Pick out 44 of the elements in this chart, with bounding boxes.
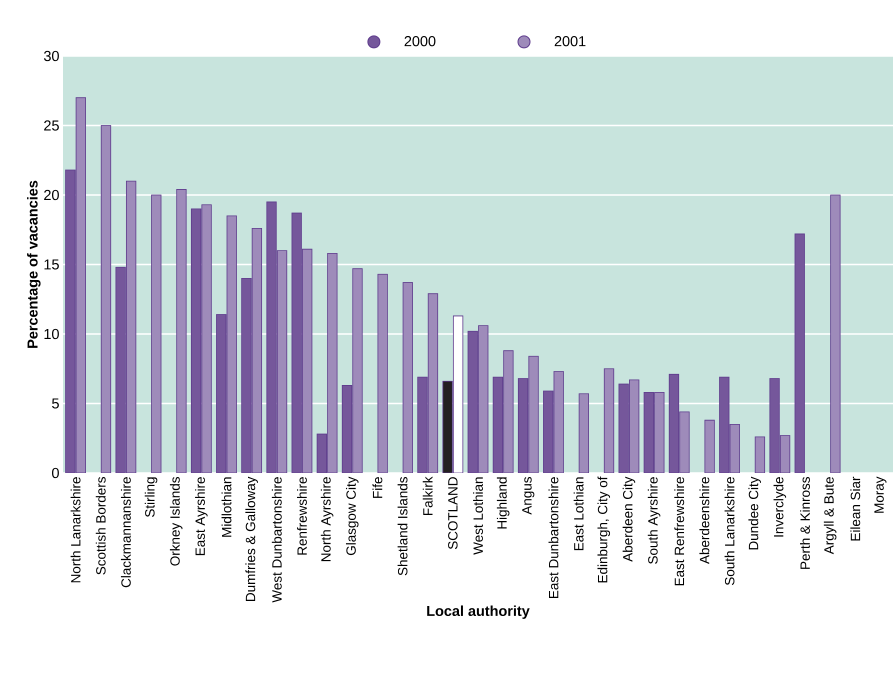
- x-tick-label: Highland: [496, 477, 510, 528]
- y-tick-label: 25: [44, 120, 59, 131]
- y-tick-label: 0: [52, 468, 59, 478]
- y-tick-label: 20: [44, 190, 59, 200]
- x-tick-label: Shetland Islands: [398, 477, 408, 576]
- legend-label: 2001: [554, 36, 586, 46]
- x-tick-label: Argyll & Bute: [824, 477, 836, 554]
- x-tick-label: Perth & Kinross: [800, 477, 810, 569]
- x-tick-label: Dumfries & Galloway: [245, 476, 258, 601]
- x-tick-label: Aberdeenshire: [699, 477, 710, 564]
- x-axis-title: Local authority: [427, 605, 530, 619]
- x-tick-label: Moray: [874, 476, 886, 513]
- x-tick-label: East Dunbartonshire: [548, 477, 558, 598]
- x-tick-label: East Lothian: [574, 477, 584, 550]
- y-tick-label: 10: [44, 328, 59, 340]
- x-tick-label: Falkirk: [422, 476, 433, 516]
- x-tick-label: Fife: [372, 477, 382, 498]
- y-tick-label: 5: [52, 398, 59, 409]
- x-tick-label: Dundee City: [748, 476, 761, 550]
- y-axis-title: Percentage of vacancies: [27, 180, 41, 348]
- x-tick-label: Scottish Borders: [96, 477, 106, 575]
- x-tick-label: Angus: [522, 477, 534, 515]
- y-tick-label: 30: [44, 50, 59, 62]
- x-tick-label: East Renfrewshire: [674, 477, 684, 586]
- x-tick-label: Stirling: [144, 477, 158, 518]
- x-tick-label: North Lanarkshire: [70, 477, 81, 582]
- y-tick-label: 15: [44, 259, 59, 270]
- x-tick-label: Orkney Islands: [170, 477, 182, 566]
- x-tick-label: Aberdeen City: [622, 476, 636, 562]
- x-tick-label: East Ayrshire: [195, 477, 208, 556]
- x-tick-label: South Ayrshire: [648, 477, 660, 564]
- x-tick-label: North Ayrshire: [320, 477, 334, 562]
- x-tick-label: Inverclyde: [774, 477, 786, 537]
- legend-label: 2000: [404, 36, 436, 46]
- x-tick-label: SCOTLAND: [448, 477, 458, 550]
- x-tick-label: South Lanarkshire: [724, 477, 734, 586]
- x-tick-label: Midlothian: [222, 477, 232, 537]
- x-tick-label: West Dunbartonshire: [272, 477, 282, 603]
- x-tick-label: West Lothian: [473, 477, 483, 555]
- x-tick-label: Renfrewshire: [297, 477, 307, 555]
- x-tick-label: Edinburgh, City of: [597, 476, 610, 582]
- x-tick-label: Clackmannanshire: [120, 477, 131, 588]
- x-tick-label: Glasgow City: [346, 476, 359, 556]
- x-tick-label: Eilean Siar: [850, 476, 860, 540]
